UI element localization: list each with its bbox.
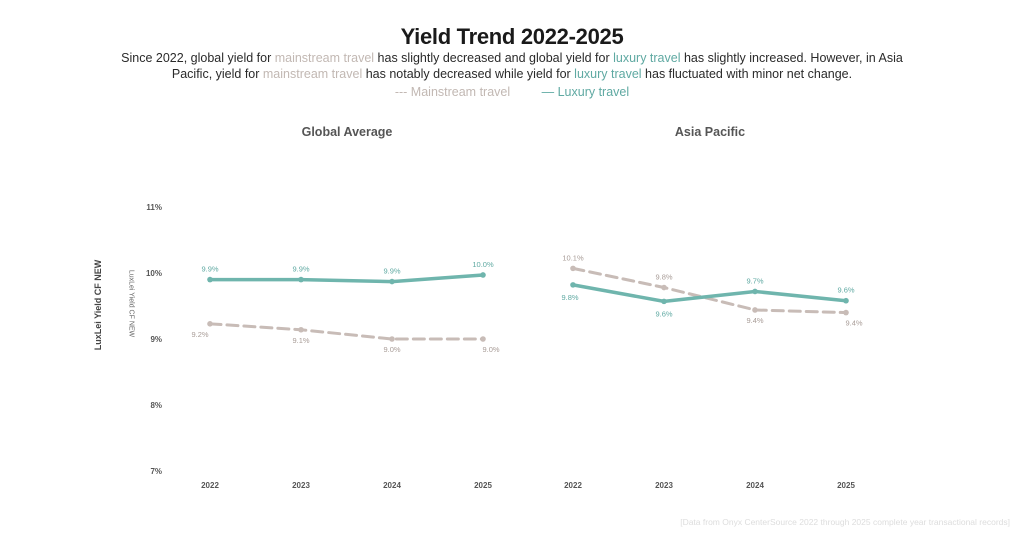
data-label-mainstream: 9.0%: [383, 345, 400, 354]
data-label-luxury: 9.7%: [746, 276, 763, 285]
data-label-mainstream: 9.1%: [292, 336, 309, 345]
subtitle-text: Since 2022, global yield for: [121, 51, 275, 65]
data-label-mainstream: 10.1%: [562, 253, 584, 262]
data-point-mainstream: [389, 336, 395, 342]
subtitle-highlight-main: mainstream travel: [274, 51, 375, 65]
legend: --- Mainstream travel — Luxury travel: [0, 85, 1024, 99]
subtitle-highlight-main: mainstream travel: [262, 67, 363, 81]
y-tick-label: 7%: [150, 467, 162, 476]
data-point-luxury: [752, 288, 758, 295]
subtitle-text: has fluctuated with minor net change.: [641, 67, 853, 81]
chart-subtitle: Since 2022, global yield for mainstream …: [112, 50, 912, 82]
y-tick-label: 9%: [150, 335, 162, 344]
data-point-luxury: [843, 297, 849, 304]
legend-luxury: — Luxury travel: [541, 85, 630, 99]
x-tick-label: 2025: [474, 481, 492, 490]
x-tick-label: 2023: [655, 481, 673, 490]
data-point-mainstream: [570, 265, 576, 272]
x-tick-label: 2024: [746, 481, 764, 490]
y-tick-label: 10%: [146, 269, 162, 278]
series-line-luxury: [208, 273, 485, 284]
data-point-luxury: [661, 298, 667, 305]
data-point-mainstream: [661, 284, 667, 291]
data-point-mainstream: [298, 326, 304, 333]
x-tick-label: 2025: [837, 481, 855, 490]
data-point-luxury: [570, 282, 576, 288]
data-point-mainstream: [207, 321, 213, 327]
subtitle-highlight-lux: luxury travel: [613, 51, 681, 65]
data-label-mainstream: 9.2%: [191, 330, 208, 339]
data-label-luxury: 9.6%: [837, 286, 854, 295]
data-point-luxury: [389, 278, 395, 285]
data-label-luxury: 9.9%: [383, 267, 400, 276]
x-tick-label: 2024: [383, 481, 401, 490]
data-label-luxury: 9.8%: [561, 293, 578, 302]
data-label-mainstream: 9.8%: [655, 273, 672, 282]
chart-title: Yield Trend 2022-2025: [400, 24, 624, 49]
subtitle-text: has slightly decreased and global yield …: [374, 51, 614, 65]
data-point-luxury: [207, 276, 213, 283]
data-label-luxury: 9.9%: [201, 265, 218, 274]
data-point-luxury: [480, 272, 486, 278]
data-point-mainstream: [843, 309, 849, 316]
data-point-luxury: [298, 276, 304, 283]
data-label-mainstream: 9.0%: [482, 345, 499, 354]
x-tick-label: 2023: [292, 481, 310, 490]
data-label-luxury: 9.6%: [655, 309, 672, 318]
x-tick-label: 2022: [201, 481, 219, 490]
subtitle-text: has notably decreased while yield for: [362, 67, 575, 81]
data-point-mainstream: [752, 307, 758, 313]
panel-title-asia-pacific: Asia Pacific: [674, 125, 746, 139]
data-label-mainstream: 9.4%: [845, 319, 862, 328]
legend-mainstream: --- Mainstream travel: [394, 85, 511, 99]
subtitle-text: has slightly increased. However, in Asia…: [171, 51, 903, 81]
data-label-luxury: 9.9%: [292, 265, 309, 274]
data-label-luxury: 10.0%: [472, 260, 494, 269]
series-line-mainstream: [571, 266, 848, 315]
y-tick-label: 11%: [146, 203, 162, 212]
x-tick-label: 2022: [564, 481, 582, 490]
series-line-luxury: [571, 283, 848, 304]
footnote: [Data from Onyx CenterSource 2022 throug…: [680, 517, 1010, 527]
series-line-mainstream: [208, 322, 485, 341]
y-tick-label: 8%: [150, 401, 162, 410]
panel-title-global: Global Average: [301, 125, 393, 139]
subtitle-highlight-lux: luxury travel: [574, 67, 642, 81]
data-label-mainstream: 9.4%: [746, 316, 763, 325]
data-point-mainstream: [480, 336, 486, 342]
